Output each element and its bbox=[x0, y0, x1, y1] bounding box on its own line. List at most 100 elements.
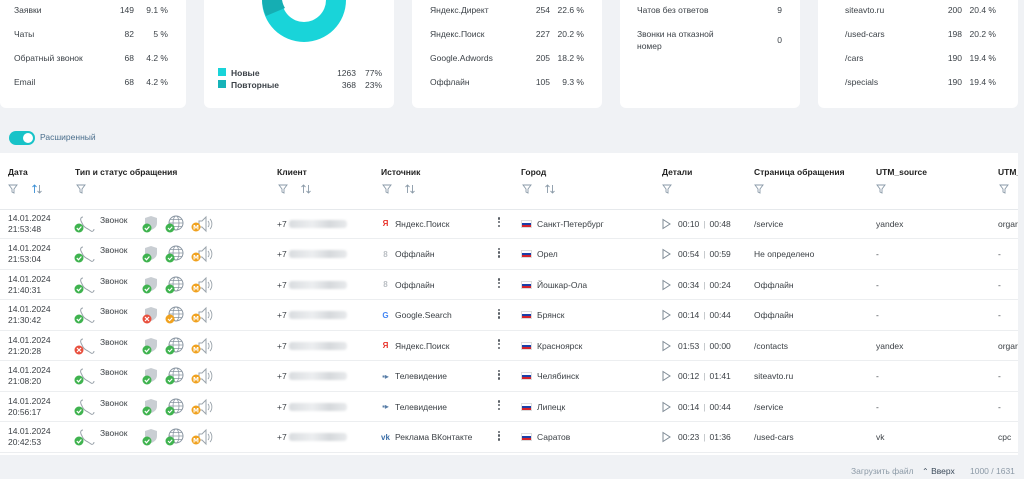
row-menu-icon[interactable] bbox=[497, 217, 501, 229]
row-menu-icon[interactable] bbox=[497, 278, 501, 290]
visitors-donut-chart bbox=[262, 0, 346, 42]
col-header-type[interactable]: Тип и статус обращения bbox=[75, 167, 178, 177]
play-icon[interactable] bbox=[661, 279, 672, 291]
cell-type: Звонок M bbox=[74, 391, 215, 422]
row-menu-icon[interactable] bbox=[497, 400, 501, 412]
table-row[interactable]: 14.01.2024 21:20:28 Звонок M +7 Я Яндекс.Поиск… bbox=[0, 330, 1018, 361]
play-icon[interactable] bbox=[661, 431, 672, 443]
source-label: Телевидение bbox=[395, 401, 447, 412]
table-row[interactable]: 14.01.2024 20:42:53 Звонок M +7 vk Реклама ВКо… bbox=[0, 422, 1018, 453]
row-menu-icon[interactable] bbox=[497, 369, 501, 382]
filter-icon[interactable] bbox=[999, 184, 1009, 194]
sort-icon[interactable] bbox=[404, 183, 416, 195]
phone-prefix: +7 bbox=[277, 432, 287, 442]
col-header-details[interactable]: Детали bbox=[662, 167, 693, 177]
utm-more-value: - bbox=[998, 401, 1001, 412]
utm-source-value: - bbox=[876, 371, 879, 381]
col-header-utm-more[interactable]: UTM_ bbox=[998, 167, 1018, 177]
globe-icon bbox=[165, 215, 187, 233]
col-header-city[interactable]: Город bbox=[521, 167, 547, 177]
table-row[interactable]: 14.01.2024 21:53:04 Звонок M +7 8 Оффлайн Орел 0… bbox=[0, 239, 1018, 270]
time-text: 21:40:31 bbox=[8, 284, 42, 295]
col-header-utm-source[interactable]: UTM_source bbox=[876, 167, 928, 177]
table-row[interactable]: 14.01.2024 21:40:31 Звонок M +7 8 Оффлайн Йошка… bbox=[0, 269, 1018, 300]
date-text: 14.01.2024 bbox=[8, 304, 51, 314]
col-header-page[interactable]: Страница обращения bbox=[754, 167, 845, 177]
utm-more-value: cpc bbox=[998, 432, 1012, 442]
source-label: Оффлайн bbox=[395, 279, 435, 290]
phone-prefix: +7 bbox=[277, 401, 287, 412]
speaker-icon: M bbox=[191, 245, 215, 263]
play-icon[interactable] bbox=[661, 370, 672, 382]
cell-client[interactable]: +7 bbox=[277, 269, 347, 300]
filter-icon[interactable] bbox=[382, 184, 392, 194]
cell-type: Звонок M bbox=[74, 330, 215, 361]
call-type-label: Звонок bbox=[100, 306, 128, 316]
play-icon[interactable] bbox=[661, 248, 672, 260]
stat-row: siteavto.ru 200 20.4 % bbox=[818, 4, 1018, 16]
col-header-date[interactable]: Дата bbox=[8, 167, 28, 177]
utm-more-value: orgar bbox=[998, 218, 1018, 229]
table-row[interactable]: 14.01.2024 21:08:20 Звонок M +7 ▪▸ Телевидение… bbox=[0, 361, 1018, 392]
col-header-source[interactable]: Источник bbox=[381, 167, 421, 177]
cell-page: /service bbox=[754, 391, 783, 422]
talk-duration: 01:41 bbox=[709, 371, 731, 381]
play-icon[interactable] bbox=[661, 218, 672, 230]
sort-icon[interactable] bbox=[300, 183, 312, 195]
scroll-up-button[interactable]: ⌃ Вверх bbox=[922, 466, 955, 476]
stat-percent: 18.2 % bbox=[557, 53, 584, 63]
utm-source-value: - bbox=[876, 249, 879, 259]
filter-icon[interactable] bbox=[76, 184, 86, 194]
play-icon[interactable] bbox=[661, 309, 672, 321]
cell-source: Я Яндекс.Поиск bbox=[381, 208, 450, 239]
filter-icon[interactable] bbox=[662, 184, 672, 194]
row-menu-icon[interactable] bbox=[497, 247, 501, 260]
table-row[interactable]: 14.01.2024 20:56:17 Звонок M +7 ▪▸ Телевидение… bbox=[0, 391, 1018, 422]
svg-text:M: M bbox=[193, 437, 199, 444]
cell-client[interactable]: +7 bbox=[277, 330, 347, 361]
filter-icon[interactable] bbox=[8, 184, 18, 194]
sort-icon[interactable] bbox=[544, 183, 556, 195]
flag-ru-icon bbox=[521, 433, 532, 441]
cell-client[interactable]: +7 bbox=[277, 422, 347, 453]
play-icon[interactable] bbox=[661, 401, 672, 413]
stat-row: Чатов без ответов 9 bbox=[620, 4, 800, 16]
stat-row: Обратный звонок 68 4.2 % bbox=[0, 52, 186, 64]
filter-icon[interactable] bbox=[278, 184, 288, 194]
phone-icon bbox=[74, 337, 96, 355]
row-menu-icon[interactable] bbox=[497, 308, 501, 321]
play-icon[interactable] bbox=[661, 340, 672, 352]
upload-file-link[interactable]: Загрузить файл bbox=[851, 466, 914, 476]
cell-client[interactable]: +7 bbox=[277, 239, 347, 270]
filter-icon[interactable] bbox=[754, 184, 764, 194]
legend-label: Повторные bbox=[231, 80, 279, 90]
page-label: Не определено bbox=[754, 249, 815, 259]
svg-text:M: M bbox=[193, 254, 199, 261]
cell-client[interactable]: +7 bbox=[277, 361, 347, 392]
table-row[interactable]: 14.01.2024 21:53:48 Звонок M +7 Я Яндекс.Поиск… bbox=[0, 208, 1018, 239]
stat-percent: 9.1 % bbox=[146, 5, 168, 15]
stat-count: 190 bbox=[947, 53, 962, 63]
cell-client[interactable]: +7 bbox=[277, 391, 347, 422]
cell-utm-more: - bbox=[998, 391, 1001, 422]
utm-source-value: - bbox=[876, 279, 879, 290]
cell-details: 00:10 | 00:48 bbox=[661, 208, 731, 239]
sort-icon[interactable] bbox=[31, 183, 43, 195]
row-menu-icon[interactable] bbox=[497, 430, 501, 443]
cell-utm-source: - bbox=[876, 300, 879, 331]
table-row[interactable]: 14.01.2024 21:30:42 Звонок M +7 G Google.Searc… bbox=[0, 300, 1018, 331]
row-menu-icon[interactable] bbox=[497, 339, 501, 351]
cell-details: 01:53 | 00:00 bbox=[661, 330, 731, 361]
shield-icon bbox=[141, 245, 161, 263]
cell-client[interactable]: +7 bbox=[277, 208, 347, 239]
google-icon: G bbox=[382, 310, 389, 320]
chevron-up-icon: ⌃ bbox=[922, 467, 929, 476]
toggle-switch[interactable] bbox=[9, 131, 35, 145]
phone-prefix: +7 bbox=[277, 279, 287, 290]
cell-client[interactable]: +7 bbox=[277, 300, 347, 331]
col-header-client[interactable]: Клиент bbox=[277, 167, 307, 177]
filter-icon[interactable] bbox=[876, 184, 886, 194]
cell-type: Звонок M bbox=[74, 300, 215, 331]
call-type-label: Звонок bbox=[100, 428, 128, 438]
filter-icon[interactable] bbox=[522, 184, 532, 194]
